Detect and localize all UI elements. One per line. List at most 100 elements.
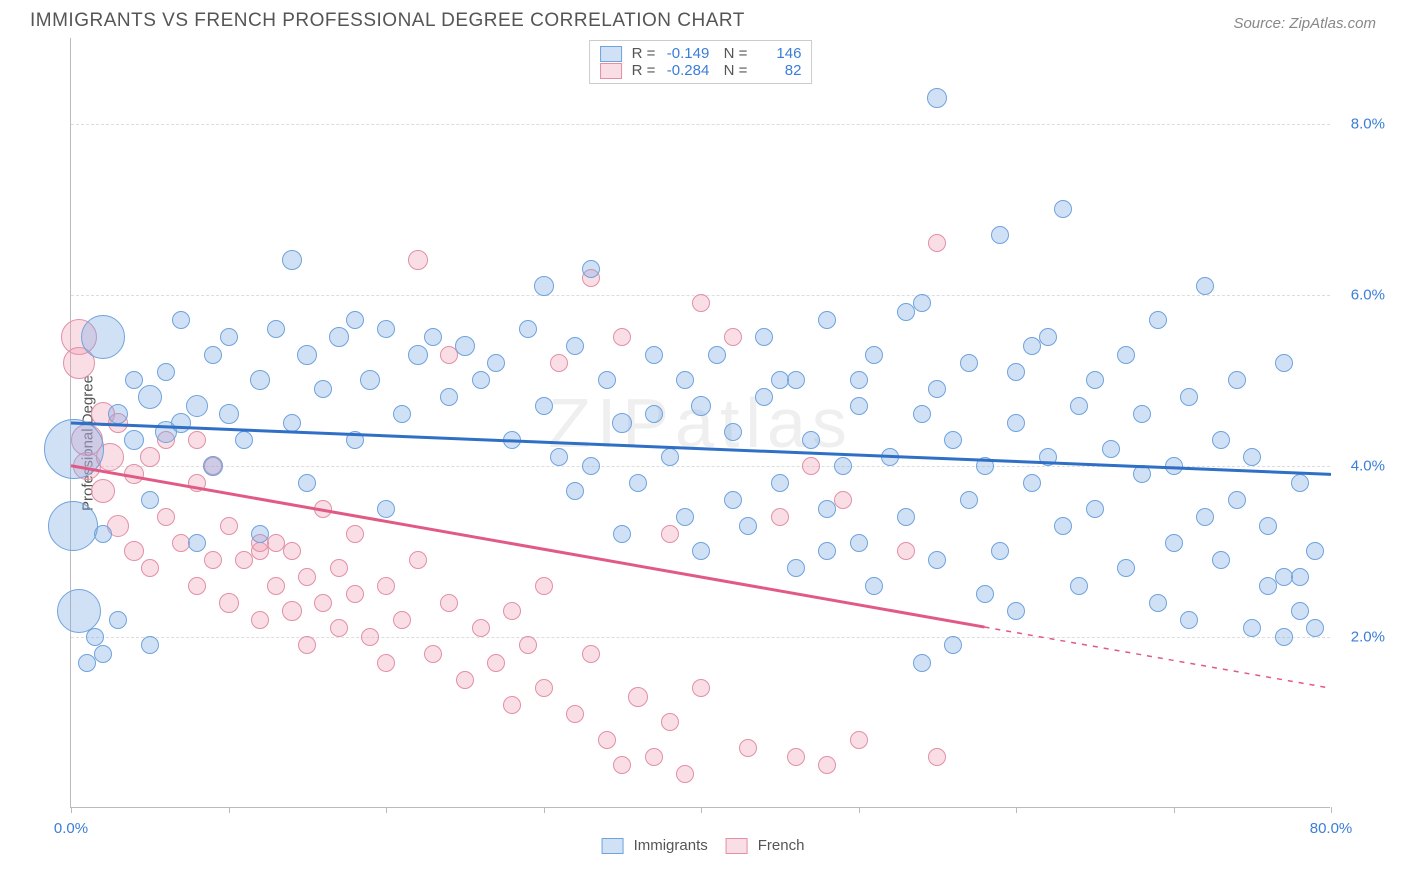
data-point-immigrants <box>1212 551 1230 569</box>
data-point-immigrants <box>235 431 253 449</box>
data-point-french <box>676 765 694 783</box>
data-point-immigrants <box>124 430 144 450</box>
data-point-immigrants <box>297 345 317 365</box>
data-point-immigrants <box>171 413 191 433</box>
data-point-immigrants <box>897 508 915 526</box>
data-point-french <box>188 577 206 595</box>
legend-swatch-immigrants <box>602 838 624 854</box>
data-point-immigrants <box>928 551 946 569</box>
x-tick <box>1331 807 1332 813</box>
data-point-french <box>519 636 537 654</box>
data-point-immigrants <box>629 474 647 492</box>
data-point-french <box>124 541 144 561</box>
data-point-immigrants <box>865 346 883 364</box>
data-point-immigrants <box>1117 346 1135 364</box>
data-point-immigrants <box>787 371 805 389</box>
data-point-immigrants <box>1196 277 1214 295</box>
data-point-french <box>613 756 631 774</box>
x-tick <box>386 807 387 813</box>
data-point-immigrants <box>645 346 663 364</box>
stats-n-value-immigrants: 146 <box>753 45 801 62</box>
data-point-immigrants <box>676 508 694 526</box>
data-point-immigrants <box>1133 465 1151 483</box>
data-point-immigrants <box>535 397 553 415</box>
data-point-french <box>566 705 584 723</box>
y-tick-label: 8.0% <box>1351 115 1385 132</box>
data-point-immigrants <box>360 370 380 390</box>
data-point-french <box>330 619 348 637</box>
x-tick <box>544 807 545 813</box>
data-point-french <box>456 671 474 689</box>
data-point-immigrants <box>724 423 742 441</box>
data-point-french <box>645 748 663 766</box>
data-point-immigrants <box>1117 559 1135 577</box>
data-point-immigrants <box>913 294 931 312</box>
data-point-immigrants <box>298 474 316 492</box>
data-point-immigrants <box>109 611 127 629</box>
data-point-immigrants <box>1243 448 1261 466</box>
legend-label-immigrants: Immigrants <box>634 837 708 854</box>
data-point-immigrants <box>802 431 820 449</box>
bottom-legend: ImmigrantsFrench <box>602 837 805 854</box>
data-point-french <box>408 250 428 270</box>
gridline <box>71 637 1330 638</box>
data-point-immigrants <box>78 654 96 672</box>
data-point-immigrants <box>1102 440 1120 458</box>
data-point-immigrants <box>976 457 994 475</box>
data-point-immigrants <box>1306 542 1324 560</box>
data-point-immigrants <box>881 448 899 466</box>
data-point-french <box>188 431 206 449</box>
data-point-french <box>314 594 332 612</box>
data-point-immigrants <box>1259 517 1277 535</box>
data-point-french <box>314 500 332 518</box>
data-point-french <box>157 508 175 526</box>
legend-swatch-french <box>726 838 748 854</box>
data-point-immigrants <box>250 370 270 390</box>
plot-region: ZIPatlas R = -0.149 N = 146 R = -0.284 N… <box>70 38 1330 808</box>
data-point-immigrants <box>282 250 302 270</box>
data-point-french <box>550 354 568 372</box>
data-point-french <box>503 696 521 714</box>
data-point-immigrants <box>708 346 726 364</box>
data-point-french <box>850 731 868 749</box>
data-point-immigrants <box>724 491 742 509</box>
data-point-french <box>535 679 553 697</box>
data-point-immigrants <box>566 482 584 500</box>
data-point-french <box>282 601 302 621</box>
data-point-french <box>724 328 742 346</box>
data-point-french <box>91 479 115 503</box>
stats-r-label: R = <box>632 62 656 79</box>
y-tick-label: 2.0% <box>1351 628 1385 645</box>
data-point-french <box>298 636 316 654</box>
data-point-immigrants <box>676 371 694 389</box>
data-point-french <box>440 594 458 612</box>
data-point-immigrants <box>1212 431 1230 449</box>
data-point-immigrants <box>1149 311 1167 329</box>
data-point-immigrants <box>1007 602 1025 620</box>
data-point-french <box>204 551 222 569</box>
data-point-immigrants <box>1291 568 1309 586</box>
gridline <box>71 124 1330 125</box>
data-point-immigrants <box>960 354 978 372</box>
data-point-immigrants <box>1149 594 1167 612</box>
x-tick <box>1174 807 1175 813</box>
watermark-text: ZIPatlas <box>548 383 853 463</box>
data-point-french <box>897 542 915 560</box>
data-point-immigrants <box>976 585 994 603</box>
data-point-immigrants <box>771 371 789 389</box>
data-point-immigrants <box>850 534 868 552</box>
stats-n-value-french: 82 <box>753 62 801 79</box>
data-point-immigrants <box>613 525 631 543</box>
data-point-immigrants <box>944 431 962 449</box>
x-tick <box>71 807 72 813</box>
data-point-french <box>124 464 144 484</box>
stats-row-immigrants: R = -0.149 N = 146 <box>600 45 802 62</box>
data-point-immigrants <box>834 457 852 475</box>
data-point-immigrants <box>125 371 143 389</box>
data-point-immigrants <box>582 260 600 278</box>
data-point-french <box>661 525 679 543</box>
data-point-immigrants <box>424 328 442 346</box>
data-point-immigrants <box>408 345 428 365</box>
data-point-french <box>802 457 820 475</box>
data-point-immigrants <box>1165 457 1183 475</box>
